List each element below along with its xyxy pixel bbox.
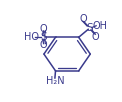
Text: H₂N: H₂N <box>46 76 64 86</box>
Text: S: S <box>40 32 47 42</box>
Text: O: O <box>91 32 99 42</box>
Text: HO: HO <box>24 32 39 42</box>
Text: S: S <box>86 23 93 33</box>
Text: O: O <box>40 40 48 50</box>
Text: O: O <box>79 14 87 24</box>
Text: OH: OH <box>93 21 107 30</box>
Text: O: O <box>40 24 48 34</box>
